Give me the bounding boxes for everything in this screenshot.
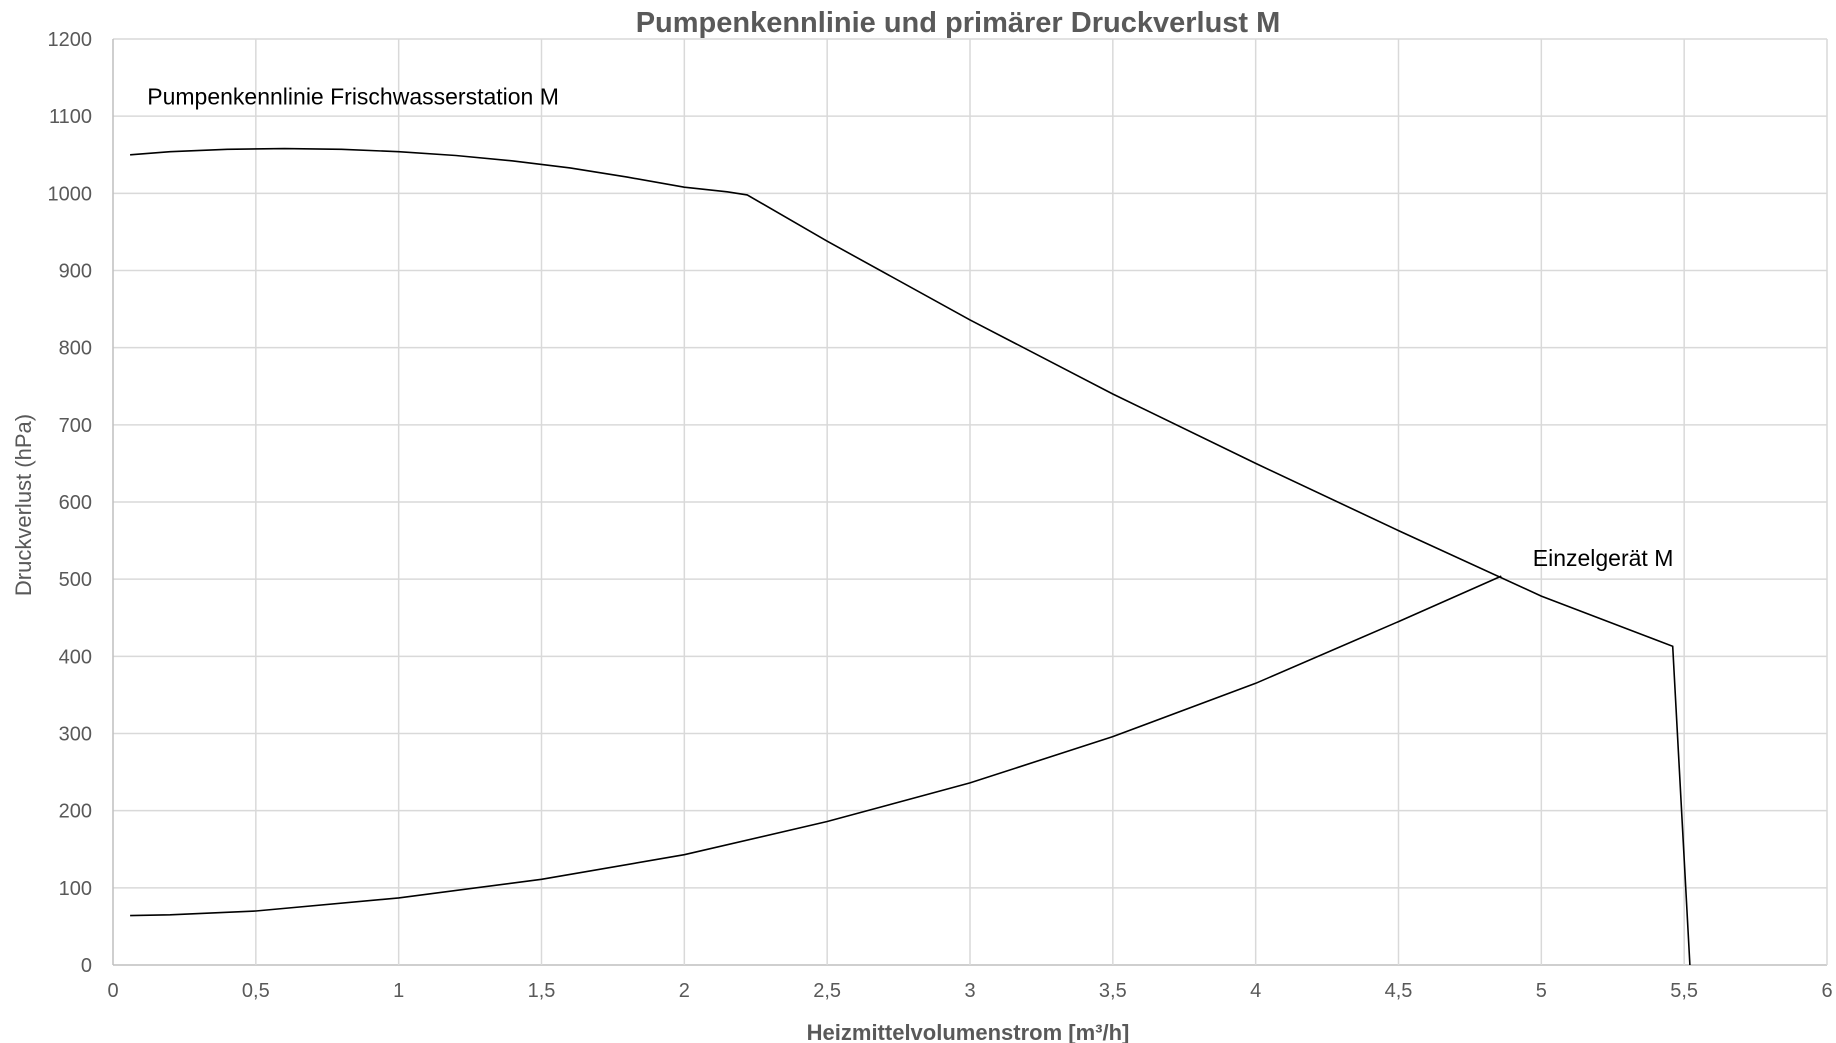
grid <box>112 38 1828 966</box>
x-tick-label: 2,5 <box>813 980 841 1002</box>
x-tick-label: 0 <box>107 980 118 1002</box>
annotation-label: Pumpenkennlinie Frischwasserstation M <box>147 84 559 110</box>
x-axis-title: Heizmittelvolumenstrom [m³/h] <box>807 1020 1130 1043</box>
y-tick-label: 100 <box>59 878 92 900</box>
y-axis-title: Druckverlust (hPa) <box>11 414 36 596</box>
y-tick-label: 1200 <box>48 29 93 51</box>
y-tick-label: 600 <box>59 492 92 514</box>
x-tick-label: 3,5 <box>1099 980 1127 1002</box>
x-tick-label: 0,5 <box>242 980 270 1002</box>
chart-title: Pumpenkennlinie und primärer Druckverlus… <box>636 7 1281 39</box>
y-tick-label: 700 <box>59 415 92 437</box>
x-tick-label: 4 <box>1250 980 1261 1002</box>
y-tick-label: 200 <box>59 801 92 823</box>
y-tick-label: 300 <box>59 724 92 746</box>
tick-labels: 0100200300400500600700800900100011001200… <box>48 29 1833 1002</box>
x-tick-label: 1 <box>393 980 404 1002</box>
x-tick-label: 1,5 <box>528 980 556 1002</box>
y-tick-label: 0 <box>81 955 92 977</box>
x-tick-label: 5 <box>1536 980 1547 1002</box>
annotations: Pumpenkennlinie Frischwasserstation M Ein… <box>147 84 1673 571</box>
y-tick-label: 1000 <box>48 183 93 205</box>
annotation-label: Einzelgerät M <box>1533 545 1674 571</box>
x-tick-label: 2 <box>679 980 690 1002</box>
x-tick-label: 4,5 <box>1385 980 1413 1002</box>
x-tick-label: 6 <box>1821 980 1832 1002</box>
series-line-pumpenkennlinie <box>130 147 1691 966</box>
x-tick-label: 3 <box>964 980 975 1002</box>
plot-series <box>130 147 1691 966</box>
x-tick-label: 5,5 <box>1670 980 1698 1002</box>
y-tick-label: 900 <box>59 261 92 283</box>
y-tick-label: 800 <box>59 338 92 360</box>
series-line-einzelgeraet <box>130 575 1502 917</box>
y-tick-label: 1100 <box>49 106 92 128</box>
y-tick-label: 500 <box>59 569 92 591</box>
y-tick-label: 400 <box>59 646 92 668</box>
